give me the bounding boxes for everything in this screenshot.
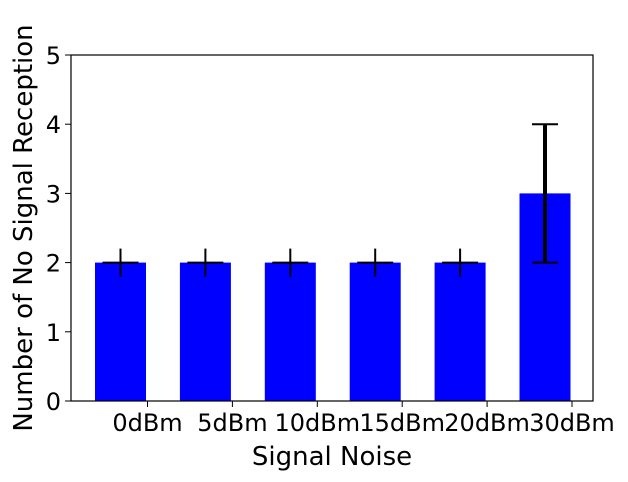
bars-layer: [95, 193, 571, 401]
bar-15dBm: [349, 262, 401, 401]
error-bar-10dBm: [272, 248, 309, 277]
y-axis-label: Number of No Signal Reception: [9, 24, 39, 431]
y-tick-label: 0: [46, 388, 61, 416]
y-tick-label: 5: [46, 42, 61, 70]
x-tick-label: 20dBm: [444, 409, 530, 437]
x-tick-label: 15dBm: [359, 409, 445, 437]
plot-frame: [70, 54, 594, 402]
bar-10dBm: [264, 262, 316, 401]
bar-20dBm: [434, 262, 486, 401]
x-tick-label: 0dBm: [112, 409, 182, 437]
y-tick-label: 1: [46, 319, 61, 347]
y-tick-label: 2: [46, 250, 61, 278]
x-axis: 0dBm 5dBm 10dBm 15dBm 20dBm 30dBm: [112, 401, 615, 437]
error-bar-5dBm: [187, 248, 224, 277]
x-tick-label: 10dBm: [274, 409, 360, 437]
error-bars-layer: [102, 123, 558, 277]
y-axis: 0 1 2 3 4 5: [46, 42, 71, 416]
error-bar-15dBm: [357, 248, 394, 277]
error-bar-0dBm: [102, 248, 139, 277]
x-axis-label: Signal Noise: [252, 442, 412, 472]
y-tick-label: 4: [46, 111, 61, 139]
bar-0dBm: [95, 262, 146, 401]
error-bar-30dBm: [532, 123, 558, 264]
bar-5dBm: [179, 262, 231, 401]
x-tick-label: 30dBm: [529, 409, 615, 437]
x-tick-label: 5dBm: [197, 409, 267, 437]
y-tick-label: 3: [46, 180, 61, 208]
error-bar-20dBm: [442, 248, 479, 277]
